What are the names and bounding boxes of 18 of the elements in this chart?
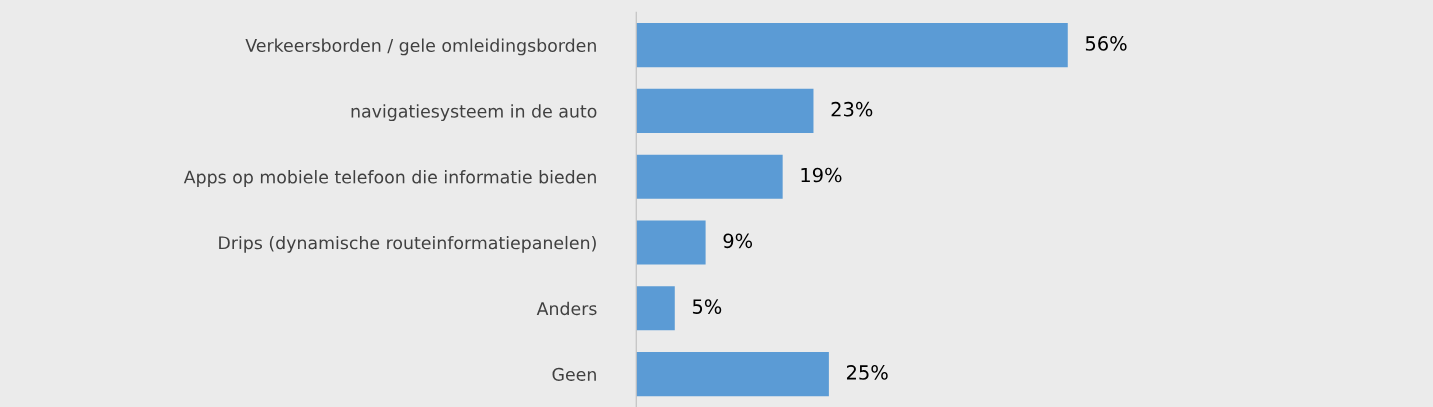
data-label: 25% bbox=[846, 365, 888, 380]
bar bbox=[636, 352, 829, 397]
data-label: 9% bbox=[723, 233, 753, 249]
y-tick-label: Apps op mobiele telefoon die informatie bieden bbox=[183, 170, 596, 187]
bar bbox=[636, 88, 814, 133]
bar bbox=[636, 23, 1068, 68]
data-label: 19% bbox=[801, 167, 842, 183]
data-label: 5% bbox=[692, 299, 722, 314]
bar bbox=[636, 286, 675, 331]
bar bbox=[636, 154, 783, 199]
bar bbox=[636, 220, 706, 265]
data-label: 56% bbox=[1085, 36, 1127, 51]
y-tick-label: Drips (dynamische routeinformatiepanelen) bbox=[219, 235, 596, 253]
y-tick-label: Anders bbox=[536, 301, 597, 316]
y-tick-label: Geen bbox=[552, 367, 596, 381]
y-tick-label: Verkeersborden / gele omleidingsborden bbox=[245, 38, 596, 56]
data-label: 23% bbox=[831, 101, 873, 117]
y-tick-label: navigatiesysteem in de auto bbox=[351, 104, 597, 122]
